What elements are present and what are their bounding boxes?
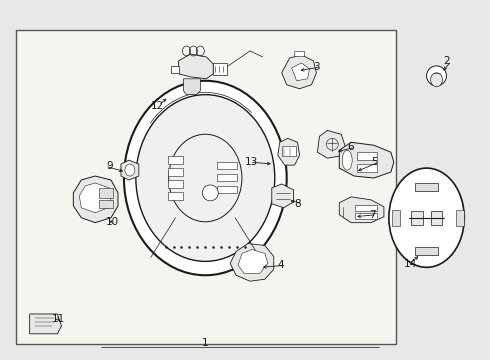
Text: 6: 6 [347,142,354,152]
Text: 10: 10 [106,217,119,227]
Polygon shape [30,314,61,334]
Ellipse shape [342,150,352,170]
Text: 8: 8 [294,199,301,209]
Ellipse shape [125,164,135,176]
Text: 2: 2 [443,56,450,66]
Bar [415,183,439,191]
Polygon shape [278,138,299,165]
Text: 3: 3 [314,62,320,72]
Polygon shape [272,184,294,208]
Polygon shape [282,55,317,89]
Polygon shape [292,63,310,81]
Bar [168,168,183,176]
Bar [282,146,295,156]
Polygon shape [178,54,213,79]
Bar [99,188,113,198]
Text: 9: 9 [106,161,113,171]
Polygon shape [339,142,394,178]
Bar [168,156,183,164]
Bar [355,205,377,211]
Bar [213,63,227,75]
Text: 12: 12 [151,100,164,111]
Ellipse shape [427,66,446,86]
Bar [411,211,422,225]
Bar [168,192,183,200]
Bar [99,200,113,208]
Bar [217,186,237,193]
Text: 5: 5 [371,157,378,167]
Ellipse shape [169,134,242,222]
Ellipse shape [136,95,275,261]
Bar [168,180,183,188]
Polygon shape [238,249,268,273]
Bar [217,174,237,181]
Polygon shape [79,183,111,213]
Polygon shape [121,160,139,180]
Polygon shape [318,130,345,158]
Bar [357,152,377,160]
Bar [17,30,396,344]
Bar [217,162,237,169]
Text: 4: 4 [278,260,284,270]
Text: 14: 14 [403,259,416,269]
Bar [294,51,303,56]
Text: 1: 1 [202,338,209,348]
Polygon shape [339,197,384,223]
Text: 13: 13 [245,157,258,167]
Bar [355,213,377,219]
Ellipse shape [431,73,442,87]
Text: 11: 11 [52,314,65,324]
Polygon shape [230,243,274,281]
Bar [456,210,465,226]
Ellipse shape [124,81,287,275]
Bar [415,247,439,255]
Ellipse shape [389,168,465,267]
Bar [392,210,400,226]
Polygon shape [183,79,200,95]
Bar [357,164,377,172]
Text: 7: 7 [369,210,376,220]
Polygon shape [74,176,118,223]
Ellipse shape [202,185,218,201]
Bar [171,66,178,73]
Bar [431,211,442,225]
